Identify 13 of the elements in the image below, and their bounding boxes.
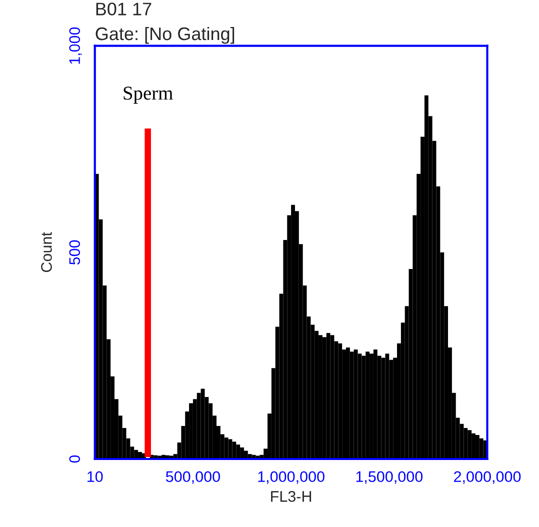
x-tick-label: 1,500,000 bbox=[356, 471, 423, 484]
x-tick-label: 1,000,000 bbox=[258, 471, 324, 484]
y-tick-label: 1,000 bbox=[69, 27, 82, 64]
x-tick-label: 500,000 bbox=[166, 471, 220, 484]
chart-subtitle: Gate: [No Gating] bbox=[96, 26, 234, 44]
y-tick-label: 0 bbox=[69, 455, 80, 463]
chart-title: B01 17 bbox=[96, 2, 152, 16]
y-axis-title: Count bbox=[41, 232, 52, 272]
x-tick-label: 2,000,000 bbox=[454, 471, 521, 484]
x-tick-label: 10 bbox=[88, 471, 103, 482]
y-tick-label: 500 bbox=[69, 240, 80, 265]
x-axis-title: FL3-H bbox=[271, 491, 312, 502]
ref-line-label: Sperm bbox=[124, 86, 173, 104]
